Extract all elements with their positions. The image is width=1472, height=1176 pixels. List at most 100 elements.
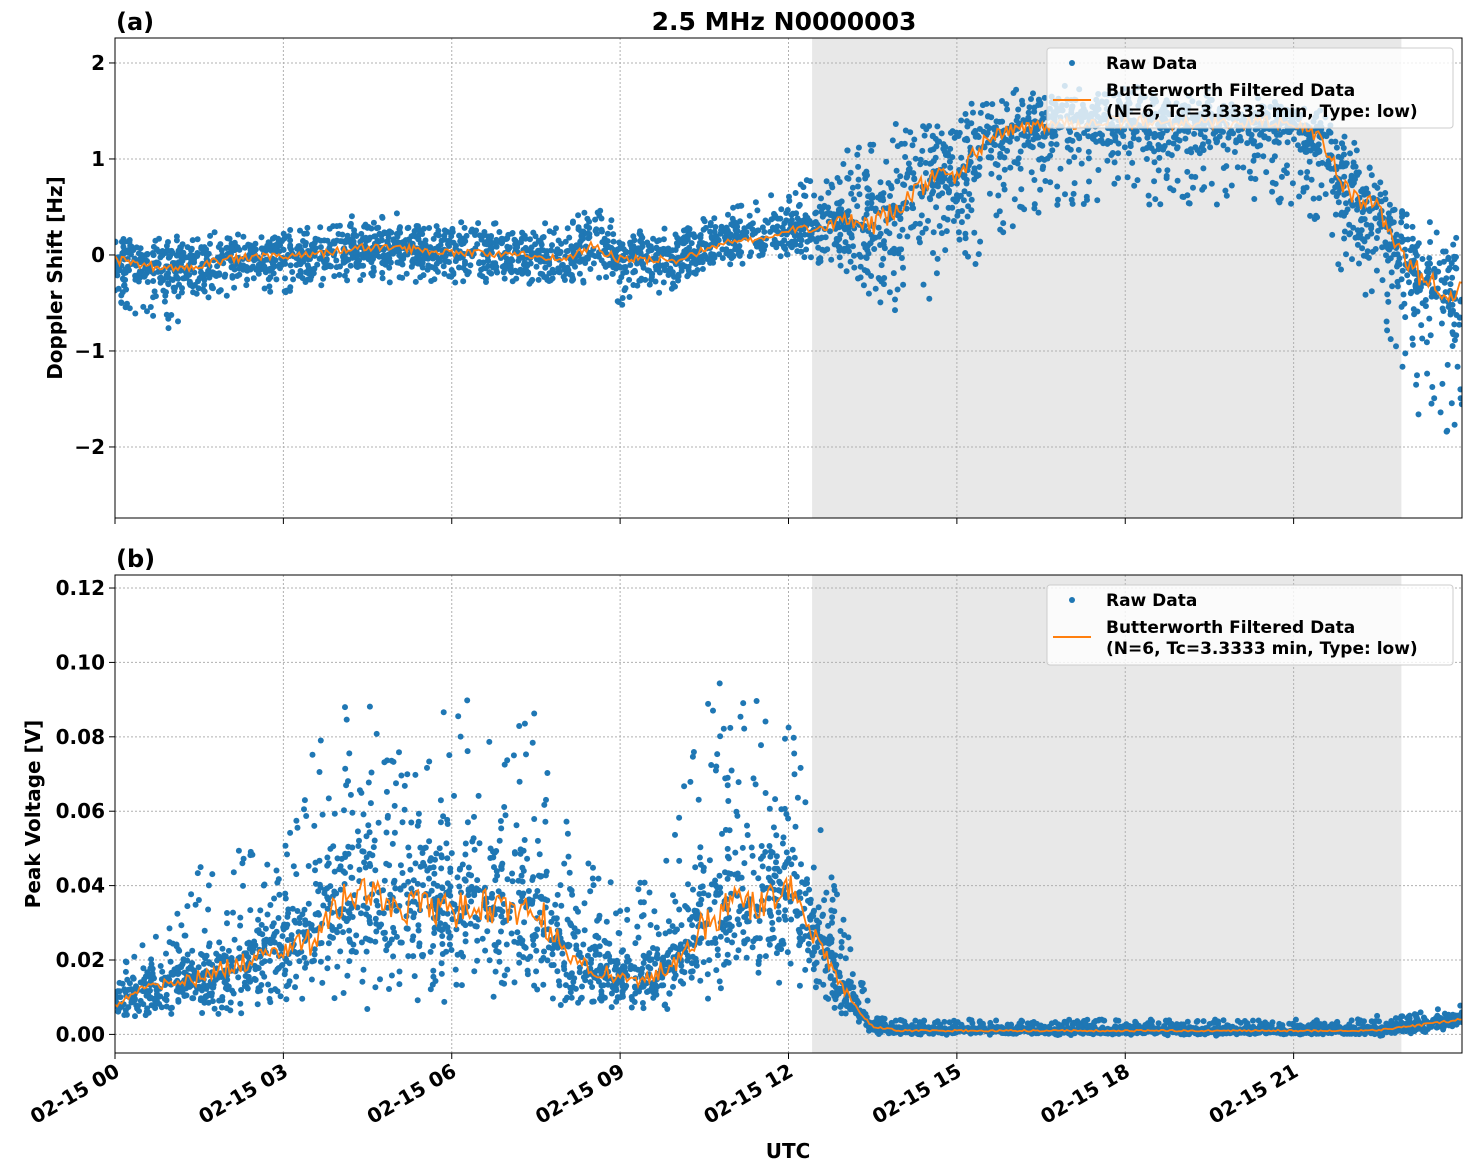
raw-point: [789, 239, 795, 245]
raw-point: [1037, 142, 1043, 148]
raw-point: [977, 239, 983, 245]
raw-point: [563, 239, 569, 245]
raw-point: [988, 155, 994, 161]
raw-point: [449, 947, 455, 953]
raw-point: [174, 237, 180, 243]
raw-point: [867, 142, 873, 148]
raw-point: [672, 899, 678, 905]
raw-point: [605, 231, 611, 237]
raw-point: [195, 236, 201, 242]
raw-point: [1354, 147, 1360, 153]
raw-point: [717, 978, 723, 984]
raw-point: [936, 192, 942, 198]
raw-point: [1450, 242, 1456, 248]
raw-point: [691, 749, 697, 755]
raw-point: [1339, 160, 1345, 166]
x-tick-label: 02-15 18: [1036, 1059, 1134, 1129]
raw-point: [302, 797, 308, 803]
raw-point: [667, 266, 673, 272]
raw-point: [866, 291, 872, 297]
raw-point: [824, 178, 830, 184]
raw-point: [203, 246, 209, 252]
raw-point: [737, 253, 743, 259]
raw-point: [475, 220, 481, 226]
raw-point: [976, 172, 982, 178]
raw-point: [270, 262, 276, 268]
raw-point: [889, 185, 895, 191]
raw-point: [862, 245, 868, 251]
raw-point: [464, 233, 470, 239]
raw-point: [505, 232, 511, 238]
raw-point: [581, 210, 587, 216]
raw-point: [336, 272, 342, 278]
raw-point: [1164, 173, 1170, 179]
raw-point: [317, 858, 323, 864]
y-axis-label-a: Doppler Shift [Hz]: [43, 176, 67, 380]
raw-point: [595, 210, 601, 216]
raw-point: [727, 261, 733, 267]
raw-point: [226, 948, 232, 954]
raw-point: [361, 811, 367, 817]
raw-point: [1182, 128, 1188, 134]
raw-point: [1112, 159, 1118, 165]
raw-point: [496, 229, 502, 235]
raw-point: [942, 247, 948, 253]
raw-point: [212, 229, 218, 235]
raw-point: [1404, 223, 1410, 229]
raw-point: [575, 212, 581, 218]
raw-point: [1201, 184, 1207, 190]
raw-point: [438, 865, 444, 871]
raw-point: [304, 225, 310, 231]
raw-point: [947, 165, 953, 171]
raw-point: [681, 248, 687, 254]
raw-point: [1054, 141, 1060, 147]
raw-point: [620, 295, 626, 301]
raw-point: [865, 998, 871, 1004]
raw-point: [313, 236, 319, 242]
raw-point: [1414, 289, 1420, 295]
raw-point: [968, 120, 974, 126]
raw-point: [776, 980, 782, 986]
raw-point: [672, 284, 678, 290]
raw-point: [244, 277, 250, 283]
raw-point: [1360, 216, 1366, 222]
raw-point: [959, 208, 965, 214]
raw-point: [1249, 132, 1255, 138]
raw-point: [284, 851, 290, 857]
raw-point: [848, 259, 854, 265]
raw-point: [413, 860, 419, 866]
raw-point: [255, 917, 261, 923]
raw-point: [1290, 180, 1296, 186]
raw-point: [755, 227, 761, 233]
raw-point: [1426, 316, 1432, 322]
raw-point: [120, 244, 126, 250]
raw-point: [737, 218, 743, 224]
raw-point: [386, 986, 392, 992]
raw-point: [1081, 130, 1087, 136]
raw-point: [1166, 139, 1172, 145]
raw-point: [1443, 249, 1449, 255]
raw-point: [460, 265, 466, 271]
raw-point: [1351, 160, 1357, 166]
raw-point: [1174, 145, 1180, 151]
raw-point: [865, 193, 871, 199]
raw-point: [897, 173, 903, 179]
raw-point: [964, 181, 970, 187]
raw-point: [899, 255, 905, 261]
raw-point: [452, 280, 458, 286]
raw-point: [339, 232, 345, 238]
raw-point: [789, 244, 795, 250]
raw-point: [1002, 167, 1008, 173]
raw-point: [900, 227, 906, 233]
raw-point: [766, 937, 772, 943]
raw-point: [390, 925, 396, 931]
raw-point: [295, 825, 301, 831]
x-tick-label: 02-15 15: [868, 1059, 966, 1129]
x-tick-label: 02-15 06: [363, 1059, 461, 1129]
raw-point: [816, 904, 822, 910]
raw-point: [1076, 133, 1082, 139]
raw-point: [1298, 170, 1304, 176]
raw-point: [997, 151, 1003, 157]
